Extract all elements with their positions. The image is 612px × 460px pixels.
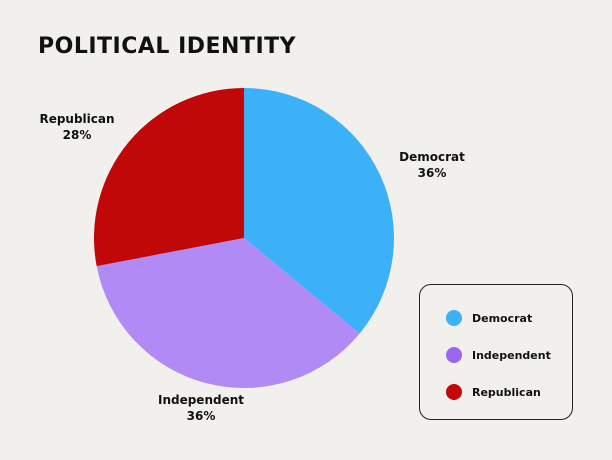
slice-label-republican: Republican [39, 112, 114, 126]
slice-label-independent: Independent [158, 393, 244, 407]
legend-label-independent: Independent [472, 348, 551, 362]
slice-value-independent: 36% [187, 409, 216, 423]
pie-slice-democrat [244, 88, 394, 334]
legend: Democrat Independent Republican [419, 284, 573, 420]
chart-title: POLITICAL IDENTITY [38, 34, 297, 59]
slice-value-democrat: 36% [418, 166, 447, 180]
legend-item-independent: Independent [446, 345, 551, 365]
legend-label-democrat: Democrat [472, 311, 533, 325]
legend-swatch-independent [446, 347, 462, 363]
slice-value-republican: 28% [63, 128, 92, 142]
slice-label-democrat: Democrat [399, 150, 465, 164]
pie-slice-republican [94, 88, 244, 267]
legend-item-democrat: Democrat [446, 308, 532, 328]
legend-label-republican: Republican [472, 385, 541, 399]
pie-slice-independent [96, 238, 360, 388]
legend-swatch-republican [446, 384, 462, 400]
legend-swatch-democrat [446, 310, 462, 326]
legend-item-republican: Republican [446, 382, 541, 402]
